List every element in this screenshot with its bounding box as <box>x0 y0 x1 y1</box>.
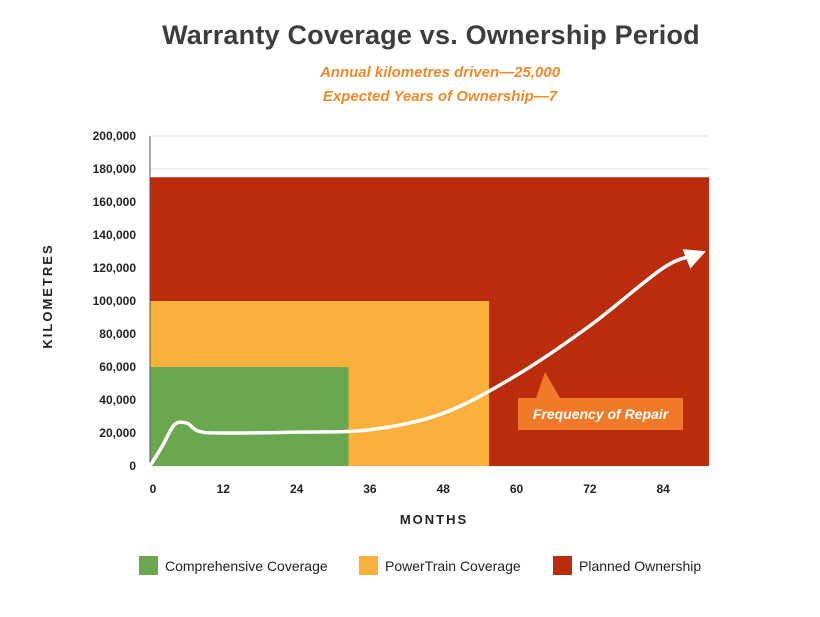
x-axis-label: MONTHS <box>400 512 468 527</box>
y-tick-label: 80,000 <box>99 327 136 341</box>
y-tick-label: 140,000 <box>93 228 137 242</box>
x-tick-label: 48 <box>437 482 451 496</box>
callout-box <box>518 398 683 430</box>
y-tick-label: 60,000 <box>99 360 136 374</box>
callout-pointer <box>536 372 560 398</box>
legend-label-comprehensive: Comprehensive Coverage <box>165 557 328 574</box>
x-tick-label: 36 <box>363 482 377 496</box>
x-tick-label: 12 <box>217 482 231 496</box>
y-tick-label: 160,000 <box>93 195 137 209</box>
y-tick-label: 20,000 <box>99 426 136 440</box>
legend-item-powertrain: PowerTrain Coverage <box>359 556 521 575</box>
legend-swatch-planned-ownership <box>553 556 572 575</box>
legend-item-planned-ownership: Planned Ownership <box>553 556 701 575</box>
chart-subtitle-annual-km: Annual kilometres driven—25,000 <box>319 64 561 81</box>
frequency-of-repair-label: Frequency of Repair <box>533 406 670 422</box>
bar-comprehensive-coverage <box>150 367 349 466</box>
legend-swatch-powertrain <box>359 556 378 575</box>
legend-item-comprehensive: Comprehensive Coverage <box>139 556 328 575</box>
x-tick-label: 60 <box>510 482 524 496</box>
x-tick-label: 72 <box>583 482 597 496</box>
y-axis-label: KILOMETRES <box>40 243 55 348</box>
legend-label-planned-ownership: Planned Ownership <box>579 557 702 574</box>
chart-title: Warranty Coverage vs. Ownership Period <box>162 20 700 50</box>
y-tick-label: 40,000 <box>99 393 136 407</box>
y-tick-label: 120,000 <box>93 261 137 275</box>
x-tick-label: 24 <box>290 482 304 496</box>
legend-swatch-comprehensive <box>139 556 158 575</box>
chart-subtitle-years: Expected Years of Ownership—7 <box>322 88 558 105</box>
y-tick-label: 0 <box>129 459 136 473</box>
x-tick-label: 0 <box>150 482 157 496</box>
y-tick-label: 180,000 <box>93 162 137 176</box>
y-tick-label: 100,000 <box>93 294 137 308</box>
y-tick-label: 200,000 <box>93 129 137 143</box>
x-tick-label: 84 <box>657 482 671 496</box>
frequency-of-repair-curve <box>148 249 706 468</box>
legend-label-powertrain: PowerTrain Coverage <box>385 557 521 574</box>
